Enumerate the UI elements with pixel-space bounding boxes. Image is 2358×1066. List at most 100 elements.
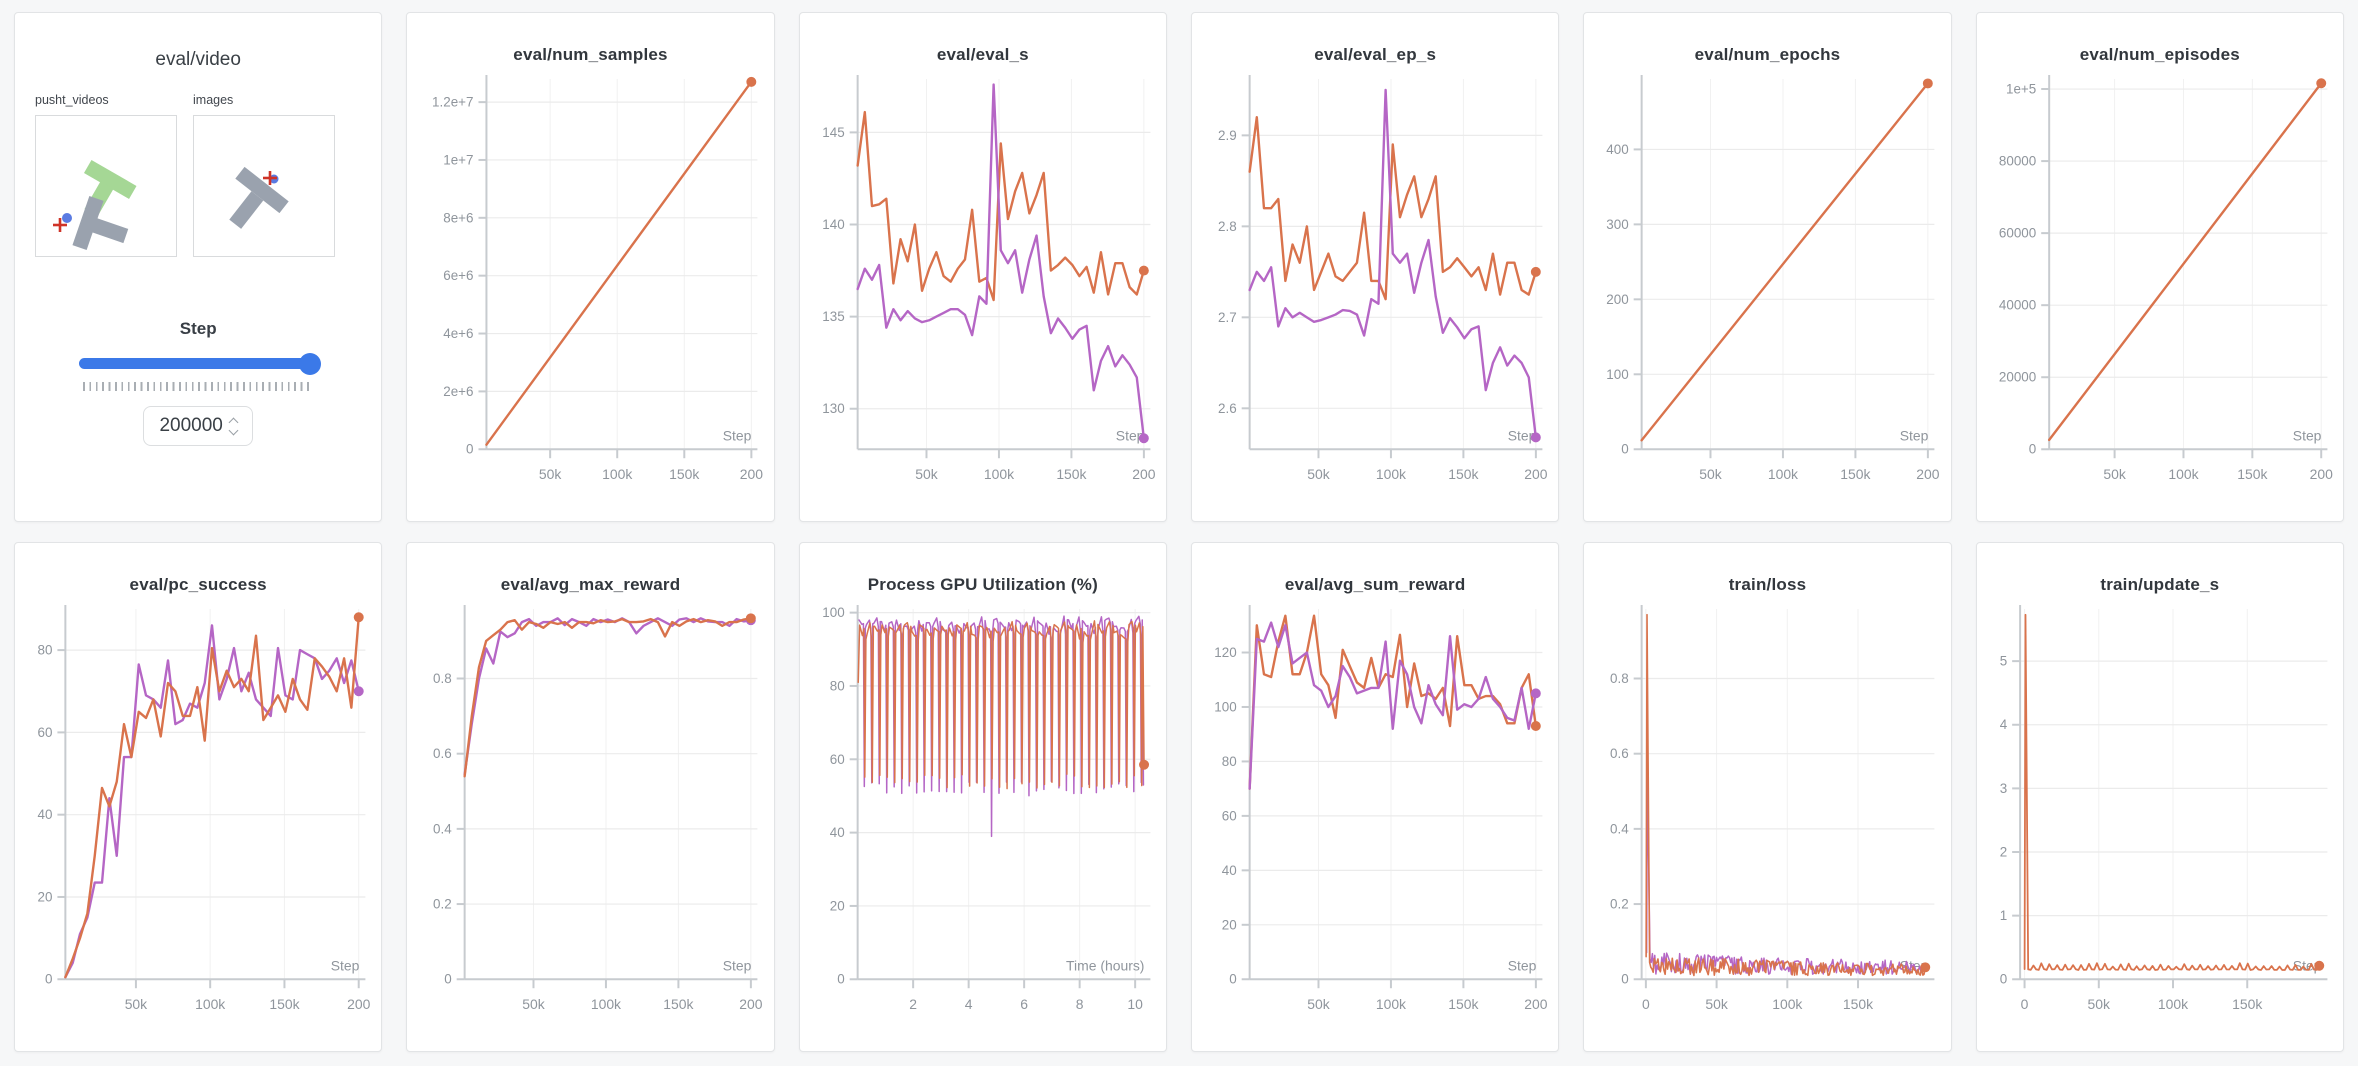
svg-text:1e+5: 1e+5	[2006, 82, 2036, 97]
svg-text:0: 0	[2020, 996, 2028, 1012]
svg-text:4: 4	[1999, 717, 2007, 732]
svg-text:6: 6	[1020, 996, 1028, 1012]
pusht-videos-thumbnail[interactable]	[35, 115, 177, 257]
svg-text:20000: 20000	[1999, 370, 2036, 385]
svg-text:4e+6: 4e+6	[444, 326, 474, 341]
svg-text:40000: 40000	[1999, 298, 2036, 313]
svg-text:2.6: 2.6	[1218, 401, 1237, 416]
svg-text:200: 200	[1524, 996, 1547, 1012]
svg-text:Step: Step	[1508, 427, 1537, 443]
panel-train-update-s[interactable]: train/update_s 0 1 2 3 4 5 0 50k 100k 150k Step	[1975, 542, 2344, 1052]
svg-text:Step: Step	[1115, 427, 1144, 443]
svg-text:0: 0	[1622, 972, 1629, 987]
svg-text:140: 140	[822, 217, 844, 232]
svg-text:200: 200	[1524, 466, 1547, 482]
panel-eval-avg-sum-reward[interactable]: eval/avg_sum_reward 0 20 40 60 80 100 120 50k 10…	[1191, 542, 1560, 1052]
panel-eval-eval-s[interactable]: eval/eval_s 130 135 140 145 50k 100k 150k 200 St…	[798, 12, 1167, 522]
chart-eval-eval-s: 130 135 140 145 50k 100k 150k 200 Step	[822, 74, 1155, 482]
step-slider-thumb[interactable]	[299, 353, 322, 375]
agent-dot	[62, 213, 72, 223]
svg-text:50k: 50k	[125, 996, 147, 1012]
svg-text:6e+6: 6e+6	[444, 268, 474, 283]
svg-text:Step: Step	[2292, 427, 2321, 443]
pusht-video-frame	[53, 159, 137, 251]
panel-eval-num-epochs[interactable]: eval/num_epochs 0 100 200 300 400 50k 100k 150k…	[1583, 12, 1952, 522]
svg-text:100: 100	[822, 605, 844, 620]
svg-text:2: 2	[909, 996, 917, 1012]
svg-text:100k: 100k	[2168, 466, 2198, 482]
svg-text:2.7: 2.7	[1218, 310, 1237, 325]
svg-text:100k: 100k	[1773, 996, 1803, 1012]
svg-text:Step: Step	[1900, 427, 1929, 443]
panel-train-loss[interactable]: train/loss 0 0.2 0.4 0.6 0.8 0 50k 100k 150k Step	[1583, 542, 1952, 1052]
svg-text:200: 200	[740, 466, 763, 482]
svg-text:4: 4	[964, 996, 972, 1012]
goal-cross	[53, 218, 67, 232]
chart-title: train/update_s	[2100, 575, 2220, 594]
svg-text:100k: 100k	[984, 466, 1014, 482]
svg-text:100k: 100k	[1768, 466, 1798, 482]
svg-text:100k: 100k	[195, 996, 225, 1012]
step-slider-track[interactable]	[79, 358, 318, 369]
chart-eval-num-episodes: 0 20000 40000 60000 80000 1e+5 50k 100k 150k 200 S…	[1999, 74, 2333, 482]
svg-text:135: 135	[822, 309, 844, 324]
svg-text:100k: 100k	[1376, 466, 1406, 482]
chart-title: train/loss	[1728, 575, 1807, 594]
svg-text:150k: 150k	[1056, 466, 1086, 482]
panel-eval-video[interactable]: eval/video pusht_videos	[14, 12, 383, 522]
svg-text:0.4: 0.4	[1610, 821, 1629, 836]
svg-text:0.8: 0.8	[433, 671, 452, 686]
panel-eval-pc-success[interactable]: eval/pc_success 0 20 40 60 80 50k 100k 150k 200 S…	[14, 542, 383, 1052]
svg-text:0.6: 0.6	[1610, 746, 1629, 761]
images-thumbnail[interactable]	[193, 115, 335, 257]
step-slider[interactable]	[79, 353, 322, 375]
svg-text:60: 60	[829, 752, 844, 767]
images-label: images	[193, 93, 234, 107]
svg-text:50k: 50k	[523, 996, 545, 1012]
svg-text:0: 0	[837, 972, 844, 987]
chart-eval-avg-max-reward: 0 0.2 0.4 0.6 0.8 50k 100k 150k 200 Step	[433, 604, 763, 1012]
svg-text:150k: 150k	[2237, 466, 2267, 482]
svg-text:200: 200	[347, 996, 370, 1012]
chart-eval-num-epochs: 0 100 200 300 400 50k 100k 150k 200 Step	[1607, 74, 1940, 482]
svg-text:10: 10	[1127, 996, 1143, 1012]
chart-eval-pc-success: 0 20 40 60 80 50k 100k 150k 200 Step	[37, 604, 371, 1012]
step-input[interactable]: 200000	[143, 406, 254, 446]
svg-text:1: 1	[1999, 908, 2006, 923]
svg-text:0.2: 0.2	[433, 897, 452, 912]
svg-text:2.8: 2.8	[1218, 219, 1237, 234]
panel-gpu-utilization[interactable]: Process GPU Utilization (%) 0 20 40 60 80 100…	[798, 542, 1167, 1052]
svg-text:40: 40	[829, 825, 844, 840]
svg-text:0: 0	[1642, 996, 1650, 1012]
svg-text:50k: 50k	[915, 466, 937, 482]
svg-text:2e+6: 2e+6	[444, 384, 474, 399]
svg-text:80: 80	[37, 643, 52, 658]
chart-eval-avg-sum-reward: 0 20 40 60 80 100 120 50k 100k 150k 200 Step	[1214, 604, 1548, 1012]
svg-text:130: 130	[822, 401, 844, 416]
svg-text:0: 0	[466, 442, 473, 457]
chart-title: eval/pc_success	[129, 575, 267, 594]
svg-text:80000: 80000	[1999, 154, 2036, 169]
svg-text:150k: 150k	[269, 996, 299, 1012]
svg-text:200: 200	[2309, 466, 2332, 482]
svg-text:50k: 50k	[1307, 996, 1329, 1012]
svg-text:50k: 50k	[2087, 996, 2109, 1012]
step-input-value: 200000	[159, 415, 223, 436]
svg-text:0: 0	[1999, 972, 2006, 987]
svg-text:0: 0	[2028, 442, 2035, 457]
svg-text:40: 40	[37, 807, 52, 822]
panel-eval-num-episodes[interactable]: eval/num_episodes 0 20000 40000 60000 80000 1…	[1975, 12, 2344, 522]
svg-text:150k: 150k	[1448, 466, 1478, 482]
svg-text:150k: 150k	[1448, 996, 1478, 1012]
panel-eval-avg-max-reward[interactable]: eval/avg_max_reward 0 0.2 0.4 0.6 0.8 50k 100k…	[406, 542, 775, 1052]
chart-eval-eval-ep-s: 2.6 2.7 2.8 2.9 50k 100k 150k 200 Step	[1218, 74, 1548, 482]
svg-text:200: 200	[1607, 292, 1629, 307]
svg-text:100k: 100k	[602, 466, 632, 482]
panel-eval-eval-ep-s[interactable]: eval/eval_ep_s 2.6 2.7 2.8 2.9 50k 100k 150k 20…	[1191, 12, 1560, 522]
svg-text:2: 2	[1999, 844, 2006, 859]
step-spinner-down-icon[interactable]	[228, 425, 239, 435]
panel-eval-num-samples[interactable]: eval/num_samples 0 2e+6 4e+6 6e+6 8e+6 1e+7 1.…	[406, 12, 775, 522]
pusht-videos-label: pusht_videos	[35, 93, 109, 107]
